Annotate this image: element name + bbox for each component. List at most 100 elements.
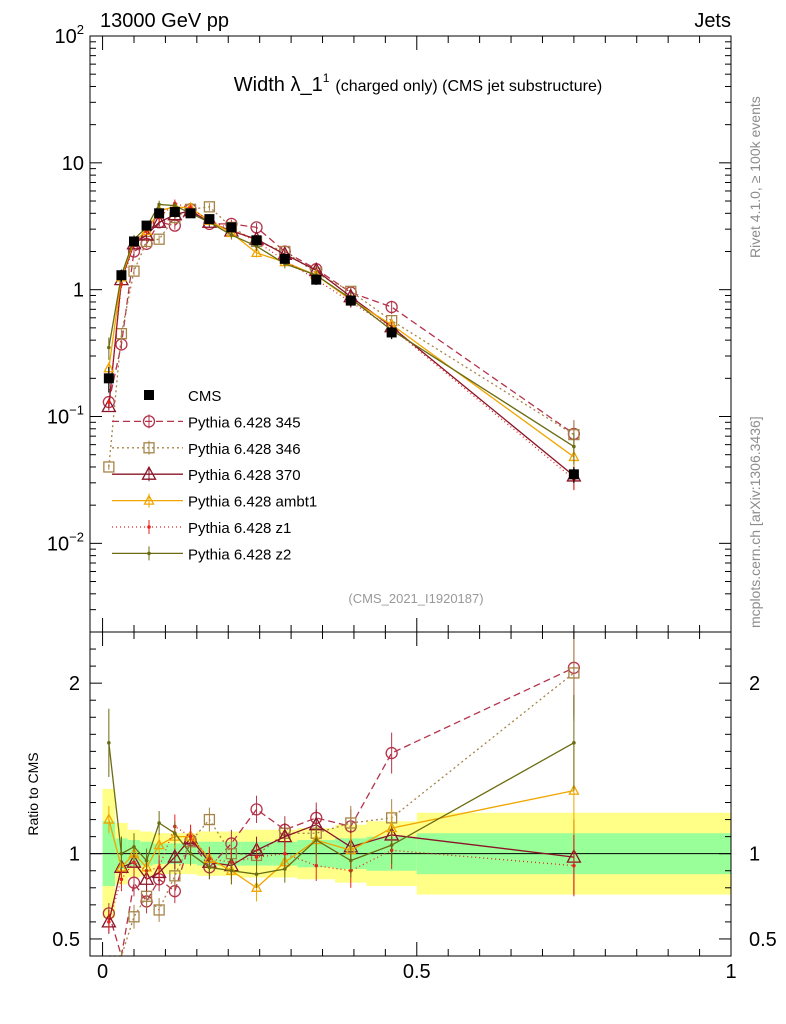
legend-label-2: Pythia 6.428 370 bbox=[188, 467, 301, 484]
ratio-series-5-point-0 bbox=[107, 741, 111, 745]
legend-marker-4 bbox=[147, 525, 151, 529]
cms-point-1 bbox=[116, 270, 127, 281]
x-tick-label-1: 0.5 bbox=[403, 961, 431, 983]
cms-point-9 bbox=[251, 235, 262, 246]
x-tick-label-2: 1 bbox=[725, 961, 736, 983]
main-plot-frame bbox=[89, 35, 732, 633]
series-line-5 bbox=[108, 203, 575, 448]
ratio-series-5-point-2 bbox=[132, 845, 136, 849]
legend-label-5: Pythia 6.428 z2 bbox=[188, 546, 291, 563]
legend-label-1: Pythia 6.428 346 bbox=[188, 441, 301, 458]
legend-marker-1 bbox=[143, 442, 155, 454]
ratio-series-5-point-6 bbox=[188, 851, 193, 856]
ratio-y-tick-label-right-2: 2 bbox=[749, 673, 760, 695]
ratio-plot: 0.5 0.51 12 2 0 0.5 1 Ratio to CMS bbox=[25, 36, 777, 983]
ratio-series-4-point-10 bbox=[283, 851, 287, 856]
cms-point-10 bbox=[279, 253, 290, 264]
cms-point-8 bbox=[226, 222, 237, 233]
series-line-4 bbox=[108, 202, 575, 480]
ratio-series-0 bbox=[102, 632, 581, 957]
ratio-series-3-point-0 bbox=[103, 813, 115, 824]
ratio-series-4-point-2 bbox=[132, 860, 136, 865]
main-y-axis: 10−2 10−1 1 10 102 bbox=[47, 22, 731, 633]
ratio-series-4-point-0 bbox=[107, 920, 111, 924]
ratio-y-tick-label-1: 1 bbox=[69, 844, 80, 866]
series-1-point-7 bbox=[203, 201, 216, 213]
legend: CMS Pythia 6.428 345 Pythia 6.428 346 Pythi… bbox=[112, 388, 317, 563]
series-3-point-9 bbox=[250, 246, 263, 258]
header-category-label: Jets bbox=[694, 10, 731, 32]
ratio-series-1-point-7 bbox=[203, 813, 216, 826]
cms-point-11 bbox=[311, 274, 322, 285]
series-1-point-4 bbox=[153, 233, 165, 245]
ratio-series-2-point-3 bbox=[138, 870, 155, 885]
ratio-series-5-point-8 bbox=[229, 868, 234, 873]
ratio-series-4-point-4 bbox=[157, 865, 161, 870]
ratio-series-0-point-2 bbox=[127, 876, 141, 889]
legend-marker-0 bbox=[142, 415, 156, 428]
cms-point-5 bbox=[169, 206, 180, 217]
cms-point-2 bbox=[128, 236, 139, 247]
series-5 bbox=[107, 200, 576, 465]
series-5-point-0 bbox=[107, 345, 111, 350]
series-2 bbox=[101, 202, 582, 490]
ratio-series-3-point-14 bbox=[568, 784, 580, 795]
rivet-version-label: Rivet 4.1.0, ≥ 100k events bbox=[747, 96, 763, 258]
plot-title-superscript: 1 bbox=[323, 71, 330, 85]
ratio-series-1-point-3 bbox=[140, 890, 153, 902]
ratio-series-3-point-9 bbox=[250, 881, 263, 892]
ratio-series-5-point-7 bbox=[207, 865, 212, 870]
ratio-series-1-point-12 bbox=[345, 817, 357, 829]
cms-point-6 bbox=[185, 208, 196, 219]
mcplots-reference-label: mcplots.cern.ch [arXiv:1306.3436] bbox=[747, 416, 763, 628]
ratio-series-4-point-1 bbox=[119, 877, 124, 882]
legend-marker-3 bbox=[143, 494, 155, 505]
ratio-series-5-point-4 bbox=[157, 821, 161, 825]
ratio-series-1-point-4 bbox=[153, 904, 165, 916]
series-line-1 bbox=[108, 206, 575, 468]
ratio-y-tick-label-right-0: 0.5 bbox=[749, 929, 777, 951]
main-plot-content bbox=[101, 199, 582, 491]
cms-point-7 bbox=[204, 214, 215, 225]
main-y-tick-label-1e-2: 10−2 bbox=[47, 529, 84, 555]
series-3 bbox=[103, 200, 580, 476]
ratio-series-4-point-11 bbox=[314, 863, 319, 868]
main-y-tick-label-10: 10 bbox=[62, 153, 84, 175]
ratio-series-line-0 bbox=[108, 667, 575, 957]
ratio-plot-frame bbox=[89, 631, 732, 957]
main-y-tick-label-1: 1 bbox=[73, 280, 84, 302]
ratio-y-axis: 0.5 0.5 1 1 2 2 bbox=[52, 631, 777, 957]
legend-label-0: Pythia 6.428 345 bbox=[188, 414, 301, 431]
ratio-y-tick-label-right-1: 1 bbox=[749, 844, 760, 866]
ratio-series-3-point-4 bbox=[153, 838, 165, 850]
legend-label-4: Pythia 6.428 z1 bbox=[188, 520, 291, 537]
x-tick-label-0: 0 bbox=[97, 961, 108, 983]
main-y-tick-label-1e-1: 10−1 bbox=[47, 403, 84, 429]
series-5-point-9 bbox=[254, 244, 259, 249]
ratio-series-5-point-14 bbox=[572, 741, 576, 745]
analysis-id-label: (CMS_2021_I1920187) bbox=[348, 591, 483, 606]
ratio-series-4-point-14 bbox=[572, 863, 576, 868]
ratio-plot-content bbox=[90, 632, 731, 957]
series-0-point-13 bbox=[385, 300, 398, 314]
ratio-series-2-point-5 bbox=[167, 848, 183, 863]
series-1-point-0 bbox=[103, 461, 115, 473]
series-line-2 bbox=[108, 209, 575, 477]
ratio-series-5-point-10 bbox=[283, 867, 287, 871]
series-4 bbox=[107, 199, 576, 491]
ratio-series-5-point-1 bbox=[119, 851, 124, 856]
header-energy-label: 13000 GeV pp bbox=[100, 10, 229, 32]
ratio-y-tick-label-0: 0.5 bbox=[52, 929, 80, 951]
cms-point-3 bbox=[141, 220, 152, 231]
series-5-point-8 bbox=[229, 233, 234, 237]
plot-title: Width λ_11 (charged only) (CMS jet substr… bbox=[234, 71, 602, 96]
cms-point-14 bbox=[568, 469, 579, 480]
cms-point-0 bbox=[103, 373, 114, 384]
ratio-series-4-point-9 bbox=[254, 855, 259, 859]
ratio-series-0-point-9 bbox=[250, 803, 263, 816]
series-1-point-2 bbox=[128, 265, 140, 277]
series-0 bbox=[102, 203, 581, 452]
ratio-series-5-point-12 bbox=[348, 858, 353, 863]
ratio-series-5-point-11 bbox=[314, 838, 319, 842]
